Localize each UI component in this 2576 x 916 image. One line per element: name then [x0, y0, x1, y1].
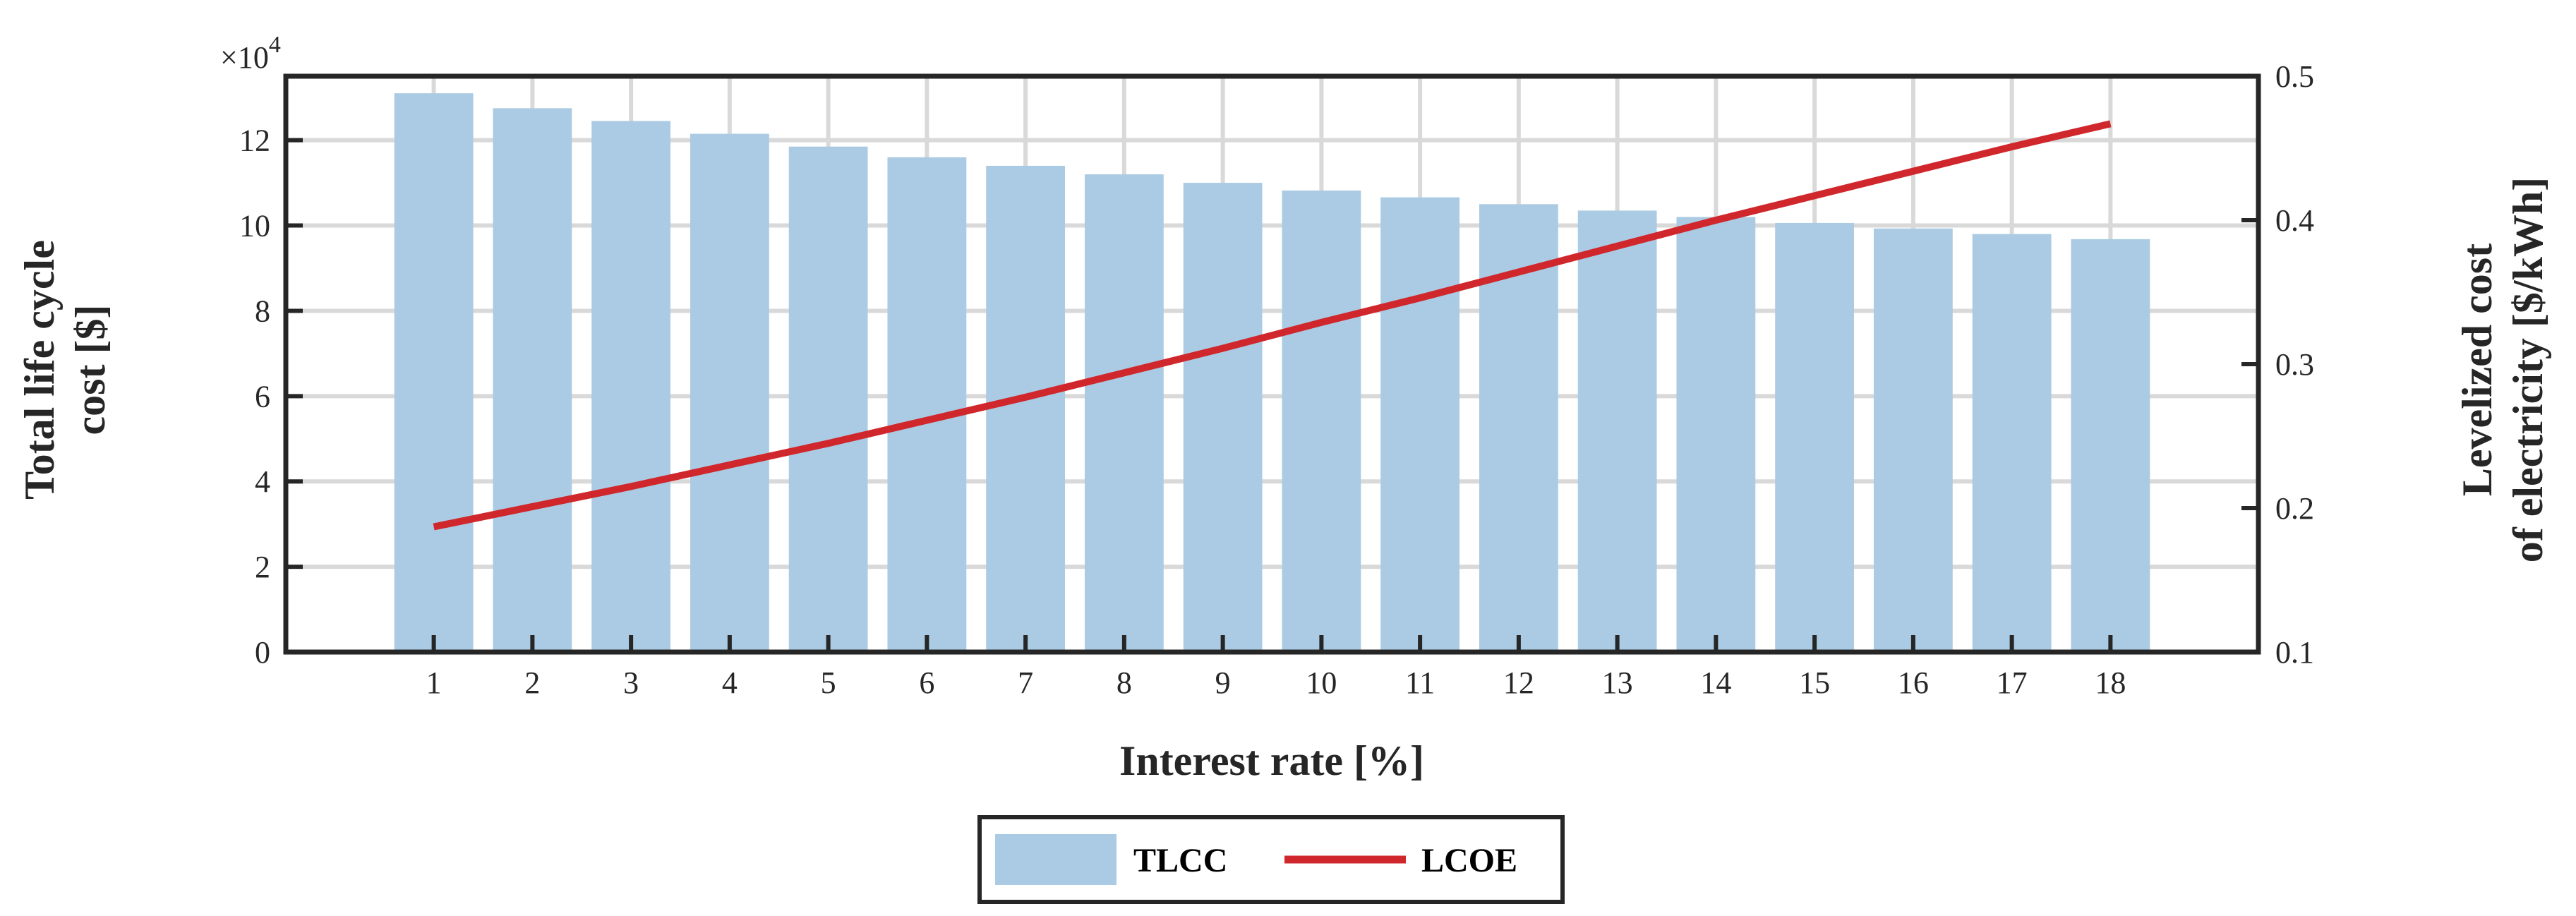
tlcc-bar	[788, 146, 868, 652]
tlcc-bar	[1676, 217, 1756, 652]
legend-label-tlcc: TLCC	[1133, 842, 1227, 879]
tlcc-bar	[1577, 210, 1657, 652]
x-tick-label: 5	[821, 665, 836, 700]
x-axis-ticks: 1 2 3 4 5 6 7 8 9 10 11 12 13 14 15 16 17 18	[426, 635, 2126, 700]
left-axis-title-line-1: Total life cycle	[16, 240, 63, 500]
left-tick-label: 10	[239, 209, 270, 243]
right-tick-label: 0.4	[2275, 203, 2314, 238]
tlcc-bar	[591, 121, 671, 652]
lcoe-series-line	[433, 120, 2112, 531]
tlcc-bar	[1282, 190, 1361, 653]
x-tick-label: 8	[1117, 665, 1132, 700]
left-axis-title: Total life cycle cost [$]	[16, 240, 114, 500]
x-tick-label: 3	[623, 665, 639, 700]
x-tick-label: 4	[722, 665, 738, 700]
x-tick-label: 17	[1997, 665, 2028, 700]
tlcc-bar	[1084, 174, 1164, 652]
x-tick-label: 16	[1898, 665, 1929, 700]
tlcc-bar	[1183, 183, 1263, 653]
left-tick-label: 6	[255, 379, 270, 414]
x-tick-label: 13	[1602, 665, 1633, 700]
left-axis-multiplier: ×104	[220, 32, 281, 75]
lcoe-line	[433, 120, 2112, 531]
left-axis-ticks: 0 2 4 6 8 10 12	[239, 123, 303, 670]
right-axis-title-line-2: of electricity [$/kWh]	[2505, 177, 2551, 562]
tlcc-bars	[394, 93, 2150, 653]
x-tick-label: 11	[1405, 665, 1435, 700]
left-tick-label: 0	[255, 635, 270, 670]
right-tick-label: 0.3	[2275, 347, 2314, 382]
x-tick-label: 15	[1799, 665, 1830, 700]
x-tick-label: 7	[1018, 665, 1033, 700]
legend-swatch-tlcc	[995, 834, 1117, 885]
left-tick-label: 2	[255, 550, 270, 584]
right-tick-label: 0.5	[2275, 59, 2314, 94]
tlcc-bar	[1972, 234, 2052, 653]
x-tick-label: 10	[1306, 665, 1337, 700]
left-tick-label: 4	[255, 464, 270, 499]
x-axis-title: Interest rate [%]	[1119, 737, 1424, 784]
right-axis-ticks: 0.1 0.2 0.3 0.4 0.5	[2241, 59, 2314, 670]
left-tick-label: 12	[239, 123, 270, 158]
tlcc-bar	[1873, 228, 1953, 653]
tlcc-bar	[986, 165, 1066, 652]
x-tick-label: 1	[426, 665, 442, 700]
x-tick-label: 9	[1215, 665, 1231, 700]
left-axis-multiplier-base: ×10	[220, 40, 269, 75]
right-tick-label: 0.2	[2275, 491, 2314, 526]
right-axis-title: Levelized cost of electricity [$/kWh]	[2454, 177, 2551, 562]
tlcc-bar	[1380, 197, 1460, 652]
right-tick-label: 0.1	[2275, 635, 2314, 670]
left-axis-multiplier-exponent: 4	[269, 32, 281, 58]
legend: TLCC LCOE	[977, 815, 1565, 904]
legend-label-lcoe: LCOE	[1421, 842, 1517, 879]
tlcc-bar	[493, 108, 572, 653]
x-tick-label: 12	[1503, 665, 1534, 700]
x-tick-label: 14	[1700, 665, 1731, 700]
tlcc-bar	[394, 93, 474, 652]
left-axis-title-line-2: cost [$]	[67, 305, 114, 435]
x-tick-label: 6	[919, 665, 934, 700]
legend-box	[977, 815, 1565, 904]
tlcc-bar	[2071, 239, 2150, 652]
right-axis-title-line-1: Levelized cost	[2454, 243, 2500, 496]
tlcc-bar	[887, 157, 967, 652]
left-tick-label: 8	[255, 294, 270, 328]
tlcc-bar	[1775, 222, 1855, 652]
tlcc-bar	[690, 133, 769, 653]
x-tick-label: 18	[2095, 665, 2126, 700]
x-tick-label: 2	[524, 665, 540, 700]
